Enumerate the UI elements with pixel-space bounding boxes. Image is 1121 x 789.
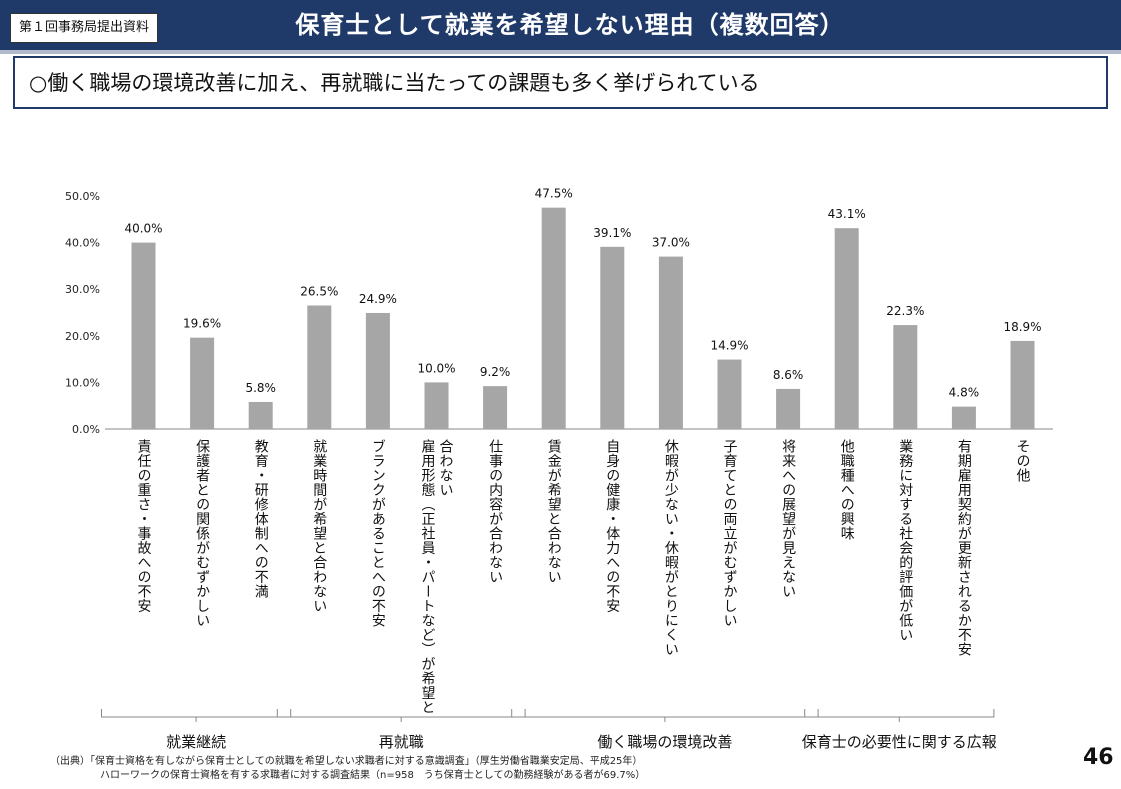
bar xyxy=(307,305,332,429)
category-label: 有期雇用契約が更新されるか不安 xyxy=(956,439,972,657)
source-note-line-2: ハローワークの保育士資格を有する求職者に対する調査結果（n=958 うち保育士と… xyxy=(100,770,646,781)
bar-value-label: 14.9% xyxy=(710,339,748,353)
slide-title: 保育士として就業を希望しない理由（複数回答） xyxy=(295,11,845,39)
bar-value-label: 37.0% xyxy=(652,236,690,250)
bar xyxy=(190,337,215,429)
y-tick-label: 30.0% xyxy=(65,283,100,296)
y-tick-label: 20.0% xyxy=(65,330,100,343)
bar xyxy=(131,242,156,429)
page-number: 46 xyxy=(1083,745,1114,770)
category-label: 保護者との関係がむずかしい xyxy=(194,439,210,628)
category-label: 休暇が少ない・休暇がとりにくい xyxy=(663,439,679,657)
y-tick-label: 50.0% xyxy=(65,190,100,203)
header-stripe xyxy=(0,50,1121,54)
y-tick-label: 0.0% xyxy=(72,423,100,436)
bar xyxy=(424,382,449,429)
category-label: 責任の重さ・事故への不安 xyxy=(136,439,152,613)
bar-value-label: 43.1% xyxy=(828,207,866,221)
header-bar xyxy=(0,0,1121,50)
bar-value-label: 39.1% xyxy=(593,226,631,240)
category-label: 教育・研修体制への不満 xyxy=(253,439,269,599)
category-label: 他職種への興味 xyxy=(839,439,855,541)
group-label: 再就職 xyxy=(379,733,424,751)
group-bracket xyxy=(511,709,819,722)
bar-value-label: 10.0% xyxy=(417,361,455,375)
bar-value-label: 9.2% xyxy=(480,365,511,379)
group-label: 保育士の必要性に関する広報 xyxy=(802,733,997,751)
bar xyxy=(893,325,918,429)
bar-value-label: 47.5% xyxy=(535,187,573,201)
category-label: ブランクがあることへの不安 xyxy=(370,439,386,628)
y-tick-label: 40.0% xyxy=(65,237,100,250)
document-label: 第１回事務局提出資料 xyxy=(10,13,159,43)
group-bracket xyxy=(276,709,526,722)
bar xyxy=(951,406,976,429)
group-bracket xyxy=(101,709,292,722)
group-label: 就業継続 xyxy=(166,733,226,751)
group-bracket xyxy=(804,709,995,722)
bar xyxy=(365,312,390,429)
bar xyxy=(600,246,625,429)
bar-value-label: 19.6% xyxy=(183,317,221,331)
bar-value-label: 8.6% xyxy=(773,368,804,382)
bar xyxy=(834,228,859,429)
bar xyxy=(717,359,742,429)
bar-value-label: 18.9% xyxy=(1003,320,1041,334)
bar-value-label: 5.8% xyxy=(245,381,276,395)
category-label: 就業時間が希望と合わない xyxy=(311,439,327,613)
bar xyxy=(776,388,801,429)
category-label: その他 xyxy=(1015,439,1031,483)
category-label: 合わない xyxy=(438,439,454,497)
bar-value-label: 4.8% xyxy=(949,386,980,400)
bar xyxy=(248,401,273,429)
bar xyxy=(1010,340,1035,429)
y-tick-label: 10.0% xyxy=(65,376,100,389)
bar-value-label: 24.9% xyxy=(359,292,397,306)
bar xyxy=(483,386,508,429)
source-note-line-1: （出典）「保育士資格を有しながら保育士としての就職を希望しない求職者に対する意識… xyxy=(50,756,643,767)
bar xyxy=(541,207,566,429)
category-label: 自身の健康・体力への不安 xyxy=(604,439,620,613)
category-label: 雇用形態（正社員・パートなど）が希望と xyxy=(420,438,436,714)
category-label: 業務に対する社会的評価が低い xyxy=(897,439,913,642)
bar xyxy=(658,256,683,429)
bar-value-label: 40.0% xyxy=(124,222,162,236)
bar-value-label: 26.5% xyxy=(300,285,338,299)
category-label: 賃金が希望と合わない xyxy=(546,439,562,584)
category-label: 将来への展望が見えない xyxy=(780,439,796,599)
category-label: 子育てとの両立がむずかしい xyxy=(722,439,738,628)
category-label: 仕事の内容が合わない xyxy=(487,439,503,584)
bar-value-label: 22.3% xyxy=(886,304,924,318)
summary-text: ○働く職場の環境改善に加え、再就職に当たっての課題も多く挙げられている xyxy=(29,71,760,95)
summary-box: ○働く職場の環境改善に加え、再就職に当たっての課題も多く挙げられている xyxy=(13,56,1108,109)
group-label: 働く職場の環境改善 xyxy=(597,733,732,751)
